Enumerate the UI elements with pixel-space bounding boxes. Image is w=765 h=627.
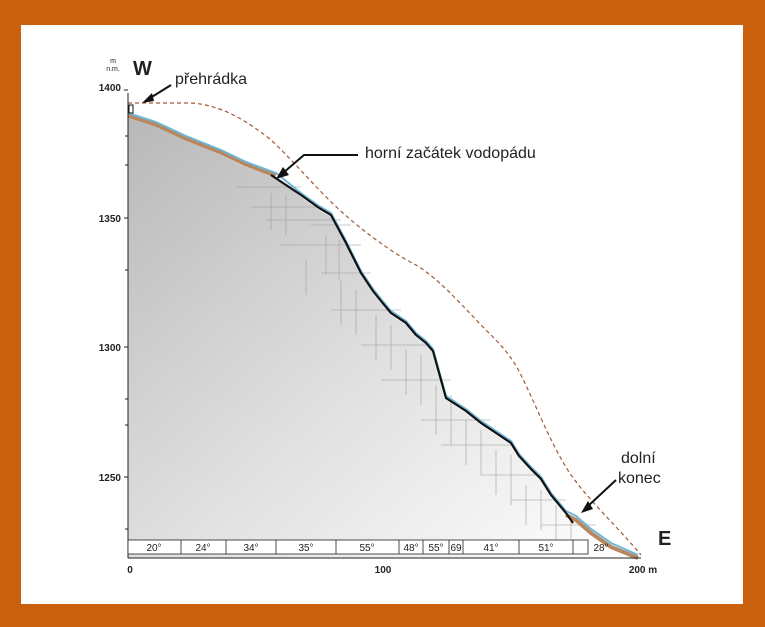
segment-angle: 48° [403,543,418,554]
segment-angle: 55° [428,543,443,554]
y-tick-label: 1400 [99,83,122,94]
arrow-lower-end [581,479,617,513]
y-tick-label: 1350 [99,214,122,225]
slope-segment-strip: 20° 24° 34° 35° 55° 48° 55° 69 41° 51° 2… [127,539,609,555]
segment-angle: 28° [593,543,608,554]
segment-angle: 51° [538,543,553,554]
waterfall-profile-line [270,174,574,524]
segment-angle: 35° [298,543,313,554]
former-surface-dashed [128,102,642,556]
arrow-barrier [142,84,172,103]
rock-hatching [236,186,596,545]
surface-soil [127,112,277,178]
segment-angle: 55° [359,543,374,554]
surface-soil-lower [565,513,639,560]
y-tick-label: 1300 [99,343,122,354]
arrow-waterfall-top [276,154,358,179]
segment-angle: 41° [483,543,498,554]
y-axis-ticks [124,89,128,530]
segment-angle: 20° [146,543,161,554]
annotation-barrier: přehrádka [175,71,247,88]
segment-angle: 69 [450,543,462,554]
x-tick-label: 100 [375,565,392,576]
terrain-body [128,115,638,558]
waterfall-profile-diagram: m n.m. 1400 1350 1300 1250 0 100 200 m 2… [99,58,672,576]
east-label: E [658,528,671,550]
x-tick-label: 200 m [629,565,657,576]
y-tick-label: 1250 [99,473,122,484]
annotation-lower-end-line1: dolní [621,450,656,467]
figure-frame: m n.m. 1400 1350 1300 1250 0 100 200 m 2… [21,25,743,604]
segment-angle: 24° [195,543,210,554]
annotation-lower-end-line2: konec [618,470,661,487]
west-label: W [133,58,152,80]
y-axis-unit-top: m [110,58,116,65]
annotation-waterfall-top: horní začátek vodopádu [365,145,536,162]
y-axis-unit-bottom: n.m. [106,66,120,73]
segment-angle: 34° [243,543,258,554]
x-tick-label: 0 [127,565,133,576]
barrier-marker [128,104,134,114]
